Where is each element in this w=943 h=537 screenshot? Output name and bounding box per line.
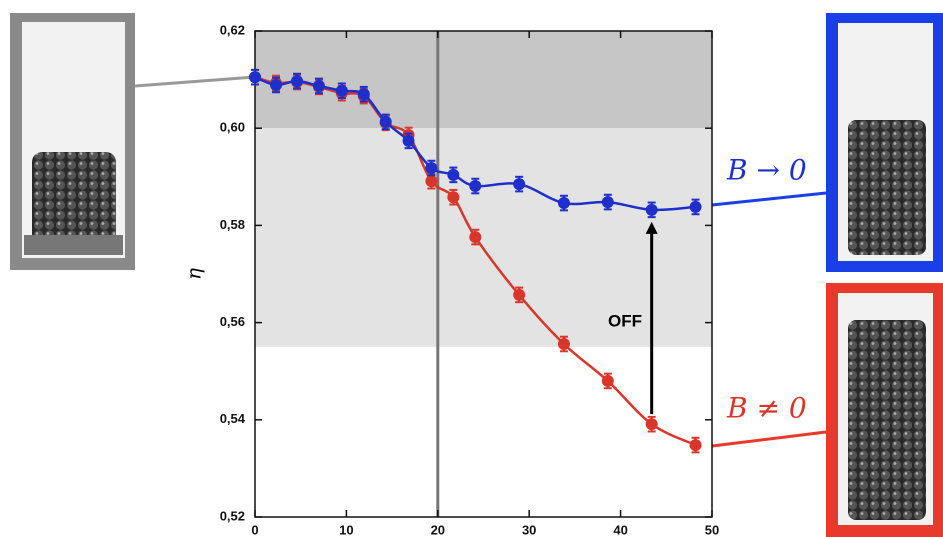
data-point [312, 79, 325, 92]
data-point [557, 337, 570, 350]
y-tick-label: 0,58 [220, 217, 245, 232]
data-point [601, 196, 614, 209]
connector [711, 430, 827, 448]
grain-pile [848, 320, 926, 520]
data-point [645, 203, 658, 216]
grain-pile [848, 120, 926, 255]
data-point [447, 168, 460, 181]
data-point [425, 175, 438, 188]
data-point [357, 88, 370, 101]
connector [134, 75, 256, 88]
x-tick-label: 20 [431, 522, 445, 537]
data-point [469, 231, 482, 244]
arrow-head [645, 221, 658, 234]
data-point [513, 288, 526, 301]
data-point [249, 71, 261, 84]
data-point [601, 374, 614, 387]
y-tick-label: 0,60 [220, 120, 245, 135]
legend-label: B → 0 [726, 154, 807, 187]
data-point [689, 439, 702, 452]
data-point [557, 197, 570, 210]
data-point [425, 162, 438, 175]
fit-curve [254, 75, 696, 212]
x-tick-label: 30 [522, 522, 536, 537]
y-axis-label: η [182, 268, 206, 280]
x-tick-label: 0 [251, 522, 258, 537]
legend-label: B ≠ 0 [726, 392, 807, 425]
y-tick-label: 0,62 [220, 22, 245, 37]
shaded-band [255, 128, 712, 347]
grain-pile [32, 152, 116, 252]
data-point [291, 75, 304, 88]
y-tick-label: 0,54 [220, 411, 246, 426]
data-point [689, 200, 702, 213]
data-point [469, 180, 482, 193]
data-point [402, 134, 415, 147]
data-point [447, 191, 460, 204]
plot-frame [254, 30, 713, 518]
y-tick-label: 0,56 [220, 314, 245, 329]
x-tick-label: 50 [705, 522, 719, 537]
x-tick-label: 40 [613, 522, 627, 537]
data-point [270, 78, 283, 91]
x-tick-label: 10 [339, 522, 353, 537]
container-base [24, 235, 123, 255]
y-tick-label: 0,52 [220, 508, 245, 523]
shaded-band [255, 31, 712, 129]
data-point [335, 84, 348, 97]
data-point [379, 115, 392, 128]
data-point [645, 418, 658, 431]
connector [711, 191, 827, 207]
plot: 0,52 0,54 0,56 0,58 0,60 0,62 0 10 20 30 40 50 [220, 22, 720, 537]
data-point [513, 178, 526, 191]
annotation: OFF [608, 311, 642, 330]
